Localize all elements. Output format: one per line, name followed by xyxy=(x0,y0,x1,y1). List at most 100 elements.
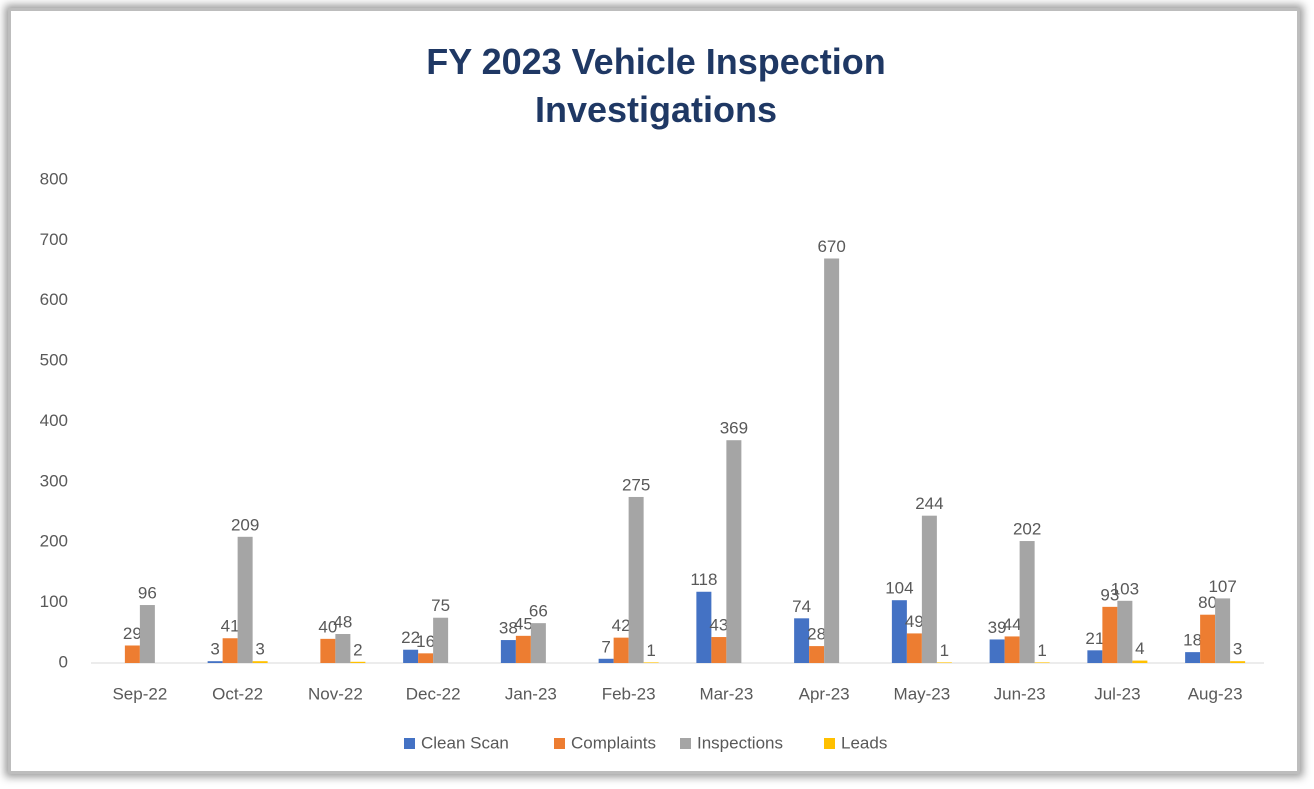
data-label: 28 xyxy=(807,625,826,644)
x-tick-label: May-23 xyxy=(894,684,951,703)
data-label: 80 xyxy=(1198,593,1217,612)
data-label: 29 xyxy=(123,624,142,643)
x-tick-label: Jan-23 xyxy=(505,684,557,703)
bar xyxy=(726,440,742,663)
data-label: 103 xyxy=(1111,579,1139,598)
data-label: 49 xyxy=(905,612,924,631)
data-label: 43 xyxy=(709,616,728,635)
bar xyxy=(500,640,516,663)
bar xyxy=(711,637,727,663)
data-label: 1 xyxy=(940,641,949,660)
x-tick-label: Dec-22 xyxy=(406,684,461,703)
legend-label: Clean Scan xyxy=(421,733,509,752)
bar xyxy=(824,258,840,663)
bar xyxy=(1102,606,1118,663)
bar xyxy=(809,646,825,663)
data-label: 3 xyxy=(1233,640,1242,659)
data-label: 40 xyxy=(318,617,337,636)
data-label: 18 xyxy=(1183,631,1202,650)
legend-swatch xyxy=(824,738,835,749)
data-label: 369 xyxy=(720,419,748,438)
data-label: 42 xyxy=(612,616,631,635)
bar xyxy=(906,633,922,663)
y-tick-label: 300 xyxy=(40,471,68,490)
data-label: 22 xyxy=(401,628,420,647)
bar xyxy=(794,618,810,663)
x-tick-label: Sep-22 xyxy=(112,684,167,703)
bar xyxy=(1087,650,1103,663)
y-tick-label: 500 xyxy=(40,351,68,370)
data-label: 1 xyxy=(646,641,655,660)
bar xyxy=(418,653,434,663)
bar xyxy=(891,600,907,663)
y-tick-label: 800 xyxy=(40,169,68,188)
bar xyxy=(403,649,419,663)
data-label: 48 xyxy=(333,613,352,632)
chart-title: FY 2023 Vehicle Inspection Investigation… xyxy=(426,41,886,130)
legend-swatch xyxy=(404,738,415,749)
data-label: 2 xyxy=(353,640,362,659)
bar xyxy=(1117,600,1133,663)
data-label: 4 xyxy=(1135,639,1144,658)
legend-swatch xyxy=(554,738,565,749)
bar xyxy=(335,634,351,663)
bar xyxy=(598,658,614,663)
bar xyxy=(530,623,546,663)
bar xyxy=(643,662,659,663)
bar xyxy=(1132,660,1148,663)
data-label: 7 xyxy=(601,637,610,656)
bar xyxy=(628,496,644,663)
bar xyxy=(139,605,155,663)
bar xyxy=(936,662,952,663)
data-label: 275 xyxy=(622,475,650,494)
x-tick-label: Jun-23 xyxy=(994,684,1046,703)
x-tick-label: Apr-23 xyxy=(799,684,850,703)
data-label: 107 xyxy=(1208,577,1236,596)
data-label: 74 xyxy=(792,597,811,616)
legend-swatch xyxy=(680,738,691,749)
data-label: 118 xyxy=(690,570,717,589)
x-tick-label: Oct-22 xyxy=(212,684,263,703)
data-label: 21 xyxy=(1085,629,1104,648)
x-tick-label: Jul-23 xyxy=(1094,684,1140,703)
y-tick-label: 400 xyxy=(40,411,68,430)
data-label: 45 xyxy=(514,614,533,633)
data-label: 44 xyxy=(1003,615,1022,634)
legend-label: Complaints xyxy=(571,733,656,752)
bar xyxy=(1019,541,1035,663)
data-label: 39 xyxy=(988,618,1007,637)
y-tick-label: 600 xyxy=(40,290,68,309)
data-label: 104 xyxy=(885,579,913,598)
bar xyxy=(1004,636,1020,663)
data-label: 670 xyxy=(817,237,845,256)
bar xyxy=(207,661,223,663)
data-label: 75 xyxy=(431,596,450,615)
bar xyxy=(1230,661,1246,663)
bar xyxy=(921,515,937,663)
bar xyxy=(252,661,268,663)
bar xyxy=(237,536,253,663)
bar xyxy=(433,617,449,663)
x-tick-label: Aug-23 xyxy=(1188,684,1243,703)
bar xyxy=(989,639,1005,663)
data-label: 244 xyxy=(915,494,943,513)
data-label: 3 xyxy=(255,640,264,659)
bar xyxy=(1200,614,1216,663)
bar xyxy=(696,591,712,663)
bar xyxy=(222,638,238,663)
data-label: 38 xyxy=(499,619,518,638)
data-label: 93 xyxy=(1100,585,1119,604)
bar xyxy=(1215,598,1231,663)
bar xyxy=(515,635,531,663)
y-tick-label: 100 xyxy=(40,592,68,611)
bar xyxy=(613,637,629,663)
data-label: 41 xyxy=(221,617,240,636)
x-tick-label: Mar-23 xyxy=(699,684,753,703)
x-tick-label: Feb-23 xyxy=(602,684,656,703)
data-label: 96 xyxy=(138,584,157,603)
bar xyxy=(350,661,366,663)
bar xyxy=(320,638,336,663)
y-tick-label: 700 xyxy=(40,230,68,249)
